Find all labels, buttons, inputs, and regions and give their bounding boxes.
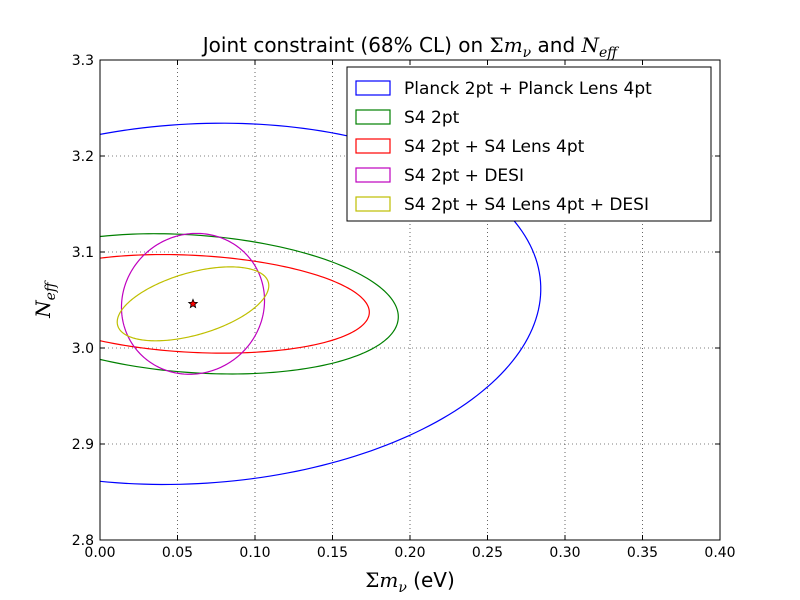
xlabel-m: m [379, 568, 398, 592]
x-tick-label: 0.20 [394, 545, 425, 561]
title-nu: ν [523, 45, 532, 61]
legend-swatch-1 [355, 109, 391, 125]
y-tick-label: 3.3 [72, 53, 94, 69]
contours [100, 122, 542, 486]
y-tick-label: 3.1 [72, 245, 94, 261]
y-tick-label: 2.9 [72, 437, 94, 453]
y-tick-label: 3.2 [72, 149, 94, 165]
x-tick-label: 0.05 [162, 545, 193, 561]
xlabel-sigma: Σ [365, 568, 379, 592]
legend-label-0: Planck 2pt + Planck Lens 4pt [404, 79, 652, 99]
y-axis-ticks: 2.8 2.9 3.0 3.1 3.2 3.3 [72, 53, 720, 549]
contour-1 [100, 233, 399, 375]
x-tick-label: 0.25 [472, 545, 503, 561]
fiducial-star [187, 298, 199, 309]
contour-4 [116, 266, 270, 342]
xlabel-unit: (eV) [407, 568, 455, 592]
ylabel-eff: eff [43, 280, 59, 300]
x-tick-label: 0.30 [549, 545, 580, 561]
x-tick-label: 0.00 [84, 545, 115, 561]
legend-swatch-4 [355, 196, 391, 212]
y-axis-label: Neff [31, 280, 59, 319]
legend: Planck 2pt + Planck Lens 4pt S4 2pt S4 2pt… [346, 66, 712, 222]
x-tick-label: 0.35 [627, 545, 658, 561]
title-m: m [504, 33, 523, 57]
contour-2 [100, 253, 370, 354]
legend-label-4: S4 2pt + S4 Lens 4pt + DESI [404, 195, 649, 215]
title-sigma: Σ [490, 33, 504, 57]
legend-label-1: S4 2pt [404, 108, 460, 128]
chart-title: Joint constraint (68% CL) on Σmν and Nef… [201, 33, 620, 61]
ylabel-n: N [31, 299, 55, 319]
x-axis-label: Σmν (eV) [365, 568, 455, 596]
legend-box [346, 66, 712, 222]
legend-swatch-0 [355, 80, 391, 96]
title-n: N [581, 33, 601, 57]
x-tick-label: 0.40 [704, 545, 735, 561]
title-eff: eff [599, 45, 619, 61]
legend-label-3: S4 2pt + DESI [404, 166, 524, 186]
x-tick-label: 0.10 [239, 545, 270, 561]
legend-label-2: S4 2pt + S4 Lens 4pt [404, 137, 585, 157]
title-and: and [531, 33, 581, 57]
contour-3 [120, 232, 266, 375]
legend-swatch-3 [355, 167, 391, 183]
fiducial-marker [187, 298, 199, 309]
x-tick-label: 0.15 [317, 545, 348, 561]
xlabel-nu: ν [398, 580, 407, 596]
contour-0 [100, 122, 542, 486]
y-tick-label: 2.8 [72, 533, 94, 549]
title-prefix: Joint constraint (68% CL) on [201, 33, 490, 57]
x-axis-ticks: 0.00 0.05 0.10 0.15 0.20 0.25 0.30 0.35 0.40 [84, 60, 736, 561]
y-tick-label: 3.0 [72, 341, 94, 357]
legend-swatch-2 [355, 138, 391, 154]
